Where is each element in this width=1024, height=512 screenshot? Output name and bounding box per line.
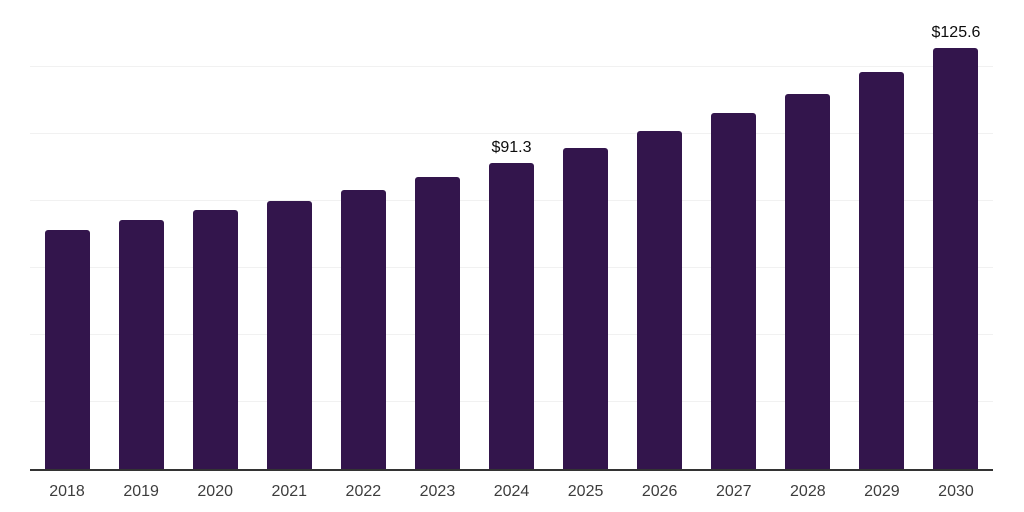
x-tick-2026: 2026 [641, 483, 678, 500]
bar-2024 [489, 163, 534, 469]
x-axis: 2018 2019 2020 2021 2022 2023 2024 2025 2026 2027… [30, 471, 993, 501]
x-tick-2023: 2023 [419, 483, 456, 500]
bar-2028 [785, 93, 831, 469]
bar-2025 [563, 147, 609, 469]
bar-2023 [414, 176, 460, 469]
bar-2020 [192, 209, 238, 469]
bar-slot-2019 [104, 0, 178, 469]
bar-slot-2020 [178, 0, 252, 469]
value-label-2024: $91.3 [491, 138, 532, 156]
x-tick-2022: 2022 [345, 483, 382, 500]
x-tick-2025: 2025 [567, 483, 604, 500]
bar-slot-2018 [30, 0, 104, 469]
bar-slot-2023 [400, 0, 474, 469]
bar-2026 [637, 131, 683, 469]
plot-area: $91.3 $125.6 [30, 0, 993, 471]
bar-2021 [266, 200, 312, 469]
bars-container: $91.3 $125.6 [30, 0, 993, 469]
x-tick-2019: 2019 [123, 483, 159, 500]
bar-2018 [44, 229, 90, 469]
x-tick-2024: 2024 [493, 483, 530, 500]
bar-2030 [933, 48, 979, 469]
gridline-120 [30, 66, 993, 67]
bar-slot-2025 [549, 0, 623, 469]
x-tick-2021: 2021 [271, 483, 308, 500]
x-tick-2028: 2028 [790, 483, 826, 500]
value-label-2030: $125.6 [931, 23, 981, 41]
bar-chart-figure: $91.3 $125.6 2018 2019 2020 2021 2022 2023 2024… [30, 0, 993, 501]
bar-2022 [340, 189, 386, 469]
x-tick-2029: 2029 [864, 483, 900, 500]
bar-slot-2029 [845, 0, 919, 469]
gridline-100 [30, 133, 993, 134]
bar-slot-2024: $91.3 [474, 0, 548, 469]
bar-slot-2028 [771, 0, 845, 469]
bar-slot-2022 [326, 0, 400, 469]
bar-2027 [711, 112, 757, 469]
x-tick-2027: 2027 [715, 483, 752, 500]
bar-slot-2027 [697, 0, 771, 469]
bar-2029 [859, 71, 905, 469]
x-tick-2020: 2020 [197, 483, 233, 500]
bar-slot-2030: $125.6 [919, 0, 993, 469]
bar-slot-2021 [252, 0, 326, 469]
x-tick-2030: 2030 [938, 483, 974, 500]
bar-2019 [118, 220, 164, 469]
x-tick-2018: 2018 [49, 483, 85, 500]
bar-slot-2026 [623, 0, 697, 469]
